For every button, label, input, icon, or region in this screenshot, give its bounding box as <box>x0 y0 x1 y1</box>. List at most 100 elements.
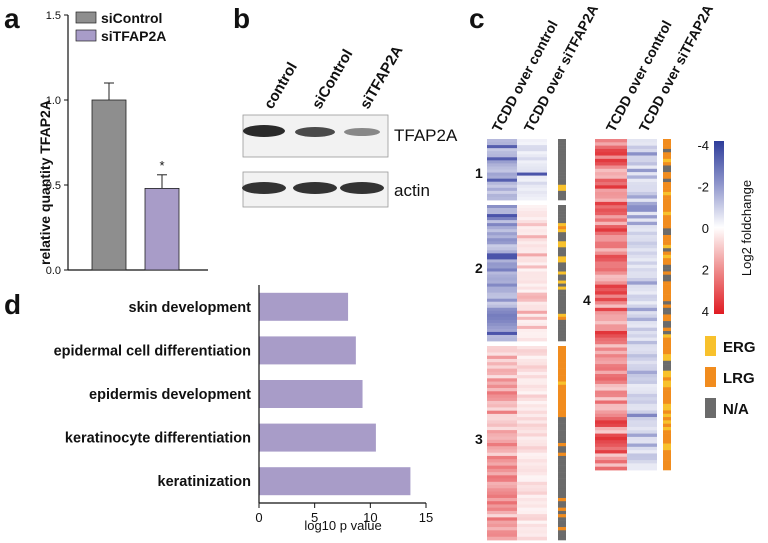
heatmap-cell <box>487 472 517 476</box>
heatmap-cell <box>595 374 627 378</box>
heatmap-cell <box>517 217 547 221</box>
heatmap-cell <box>595 211 627 216</box>
category-strip-cell <box>663 304 671 309</box>
heatmap-cell <box>487 325 517 330</box>
heatmap-cell <box>595 254 627 259</box>
heatmap-cell <box>517 169 547 173</box>
band-tfap2a-control <box>243 125 285 137</box>
heatmap-cell <box>517 465 547 470</box>
heatmap-cell <box>595 450 627 454</box>
heatmap-cell <box>627 400 657 405</box>
category-strip-cell <box>663 228 671 232</box>
category-strip-cell <box>558 472 566 476</box>
panel-d-bar <box>259 423 376 452</box>
heatmap-cell <box>517 478 547 483</box>
category-strip-cell <box>558 244 566 248</box>
category-strip-cell <box>558 316 566 321</box>
heatmap-cell <box>595 354 627 358</box>
heatmap-cell <box>627 264 657 269</box>
category-strip-cell <box>558 325 566 330</box>
heatmap-cell <box>517 250 547 254</box>
category-strip-cell <box>558 504 566 508</box>
category-strip-cell <box>663 234 671 239</box>
heatmap-cell <box>487 517 517 521</box>
heatmap-cell <box>595 191 627 196</box>
panel-a-bar-siTFAP2A <box>144 187 180 271</box>
heatmap-cell <box>517 148 547 152</box>
heatmap-cell <box>487 468 517 473</box>
heatmap-cell <box>517 368 547 373</box>
category-strip-cell <box>558 475 566 479</box>
heatmap-cell <box>517 485 547 489</box>
heatmap-cell <box>595 139 627 143</box>
heatmap-cell <box>627 294 657 299</box>
category-strip-cell <box>558 337 566 342</box>
heatmap-cell <box>627 340 657 345</box>
heatmap-cell <box>595 380 627 385</box>
category-strip-cell <box>558 443 566 447</box>
category-strip-cell <box>663 463 671 467</box>
heatmap-cell <box>595 278 627 282</box>
heatmap-cell <box>595 364 627 368</box>
panel-d-category-label: keratinocyte differentiation <box>65 431 251 447</box>
panel-a-axis: 0.0 0.5 1.0 1.5 <box>46 10 208 277</box>
category-strip-cell <box>558 166 566 170</box>
heatmap-cell <box>517 388 547 392</box>
heatmap-cell <box>487 256 517 260</box>
heatmap-cell <box>517 443 547 447</box>
category-strip-cell <box>663 397 671 401</box>
heatmap-cell <box>517 316 547 321</box>
heatmap-cell <box>487 139 517 143</box>
category-strip-cell <box>663 188 671 193</box>
heatmap-cell <box>595 360 627 365</box>
heatmap-cell <box>595 423 627 428</box>
category-strip-cell <box>663 158 671 163</box>
panel-d-xlabel: log10 p value <box>304 518 381 533</box>
heatmap-cell <box>595 357 627 362</box>
heatmap-cell <box>627 377 657 382</box>
category-strip-cell <box>558 368 566 373</box>
heatmap-cell <box>487 220 517 224</box>
panel-a-significance: * <box>159 158 164 173</box>
category-strip-cell <box>663 360 671 365</box>
panel-d-bars: skin development epidermal cell different… <box>54 292 411 496</box>
heatmap-cell <box>595 443 627 448</box>
heatmap-cell <box>487 316 517 321</box>
category-strip-cell <box>663 324 671 328</box>
category-strip-cell <box>558 229 566 233</box>
heatmap-cell <box>487 211 517 215</box>
heatmap-cell <box>487 178 517 183</box>
category-strip-cell <box>558 319 566 324</box>
heatmap-cell <box>627 271 657 276</box>
heatmap-cell <box>595 251 627 256</box>
heatmap-cell <box>517 214 547 218</box>
heatmap-cell <box>627 403 657 408</box>
heatmap-cell <box>627 443 657 448</box>
panel-c-heatmap: TCDD over control TCDD over siTFAP2A TCD… <box>475 2 756 541</box>
heatmap-cell <box>487 334 517 339</box>
heatmap-cell <box>517 337 547 342</box>
category-strip-cell <box>558 459 566 463</box>
category-strip-cell <box>558 289 566 293</box>
category-strip-cell <box>558 436 566 441</box>
heatmap-cell <box>595 350 627 355</box>
heatmap-cell <box>517 501 547 505</box>
category-strip-cell <box>558 322 566 327</box>
category-strip-cell <box>663 334 671 338</box>
category-strip-cell <box>558 488 566 492</box>
heatmap-cell <box>595 172 627 176</box>
heatmap-cell <box>595 155 627 160</box>
heatmap-cell <box>627 387 657 391</box>
category-strip-cell <box>663 301 671 305</box>
legend-label-erg: ERG <box>723 339 756 356</box>
cluster-label-4: 4 <box>583 292 591 308</box>
category-strip-cell <box>558 208 566 212</box>
heatmap-cell <box>517 283 547 287</box>
heatmap-cell <box>487 410 517 415</box>
heatmap-cell <box>517 310 547 315</box>
category-strip-cell <box>663 426 671 431</box>
heatmap-cell <box>627 268 657 272</box>
heatmap-cell <box>517 187 547 192</box>
category-strip-cell <box>558 265 566 269</box>
heatmap-cell <box>595 417 627 421</box>
